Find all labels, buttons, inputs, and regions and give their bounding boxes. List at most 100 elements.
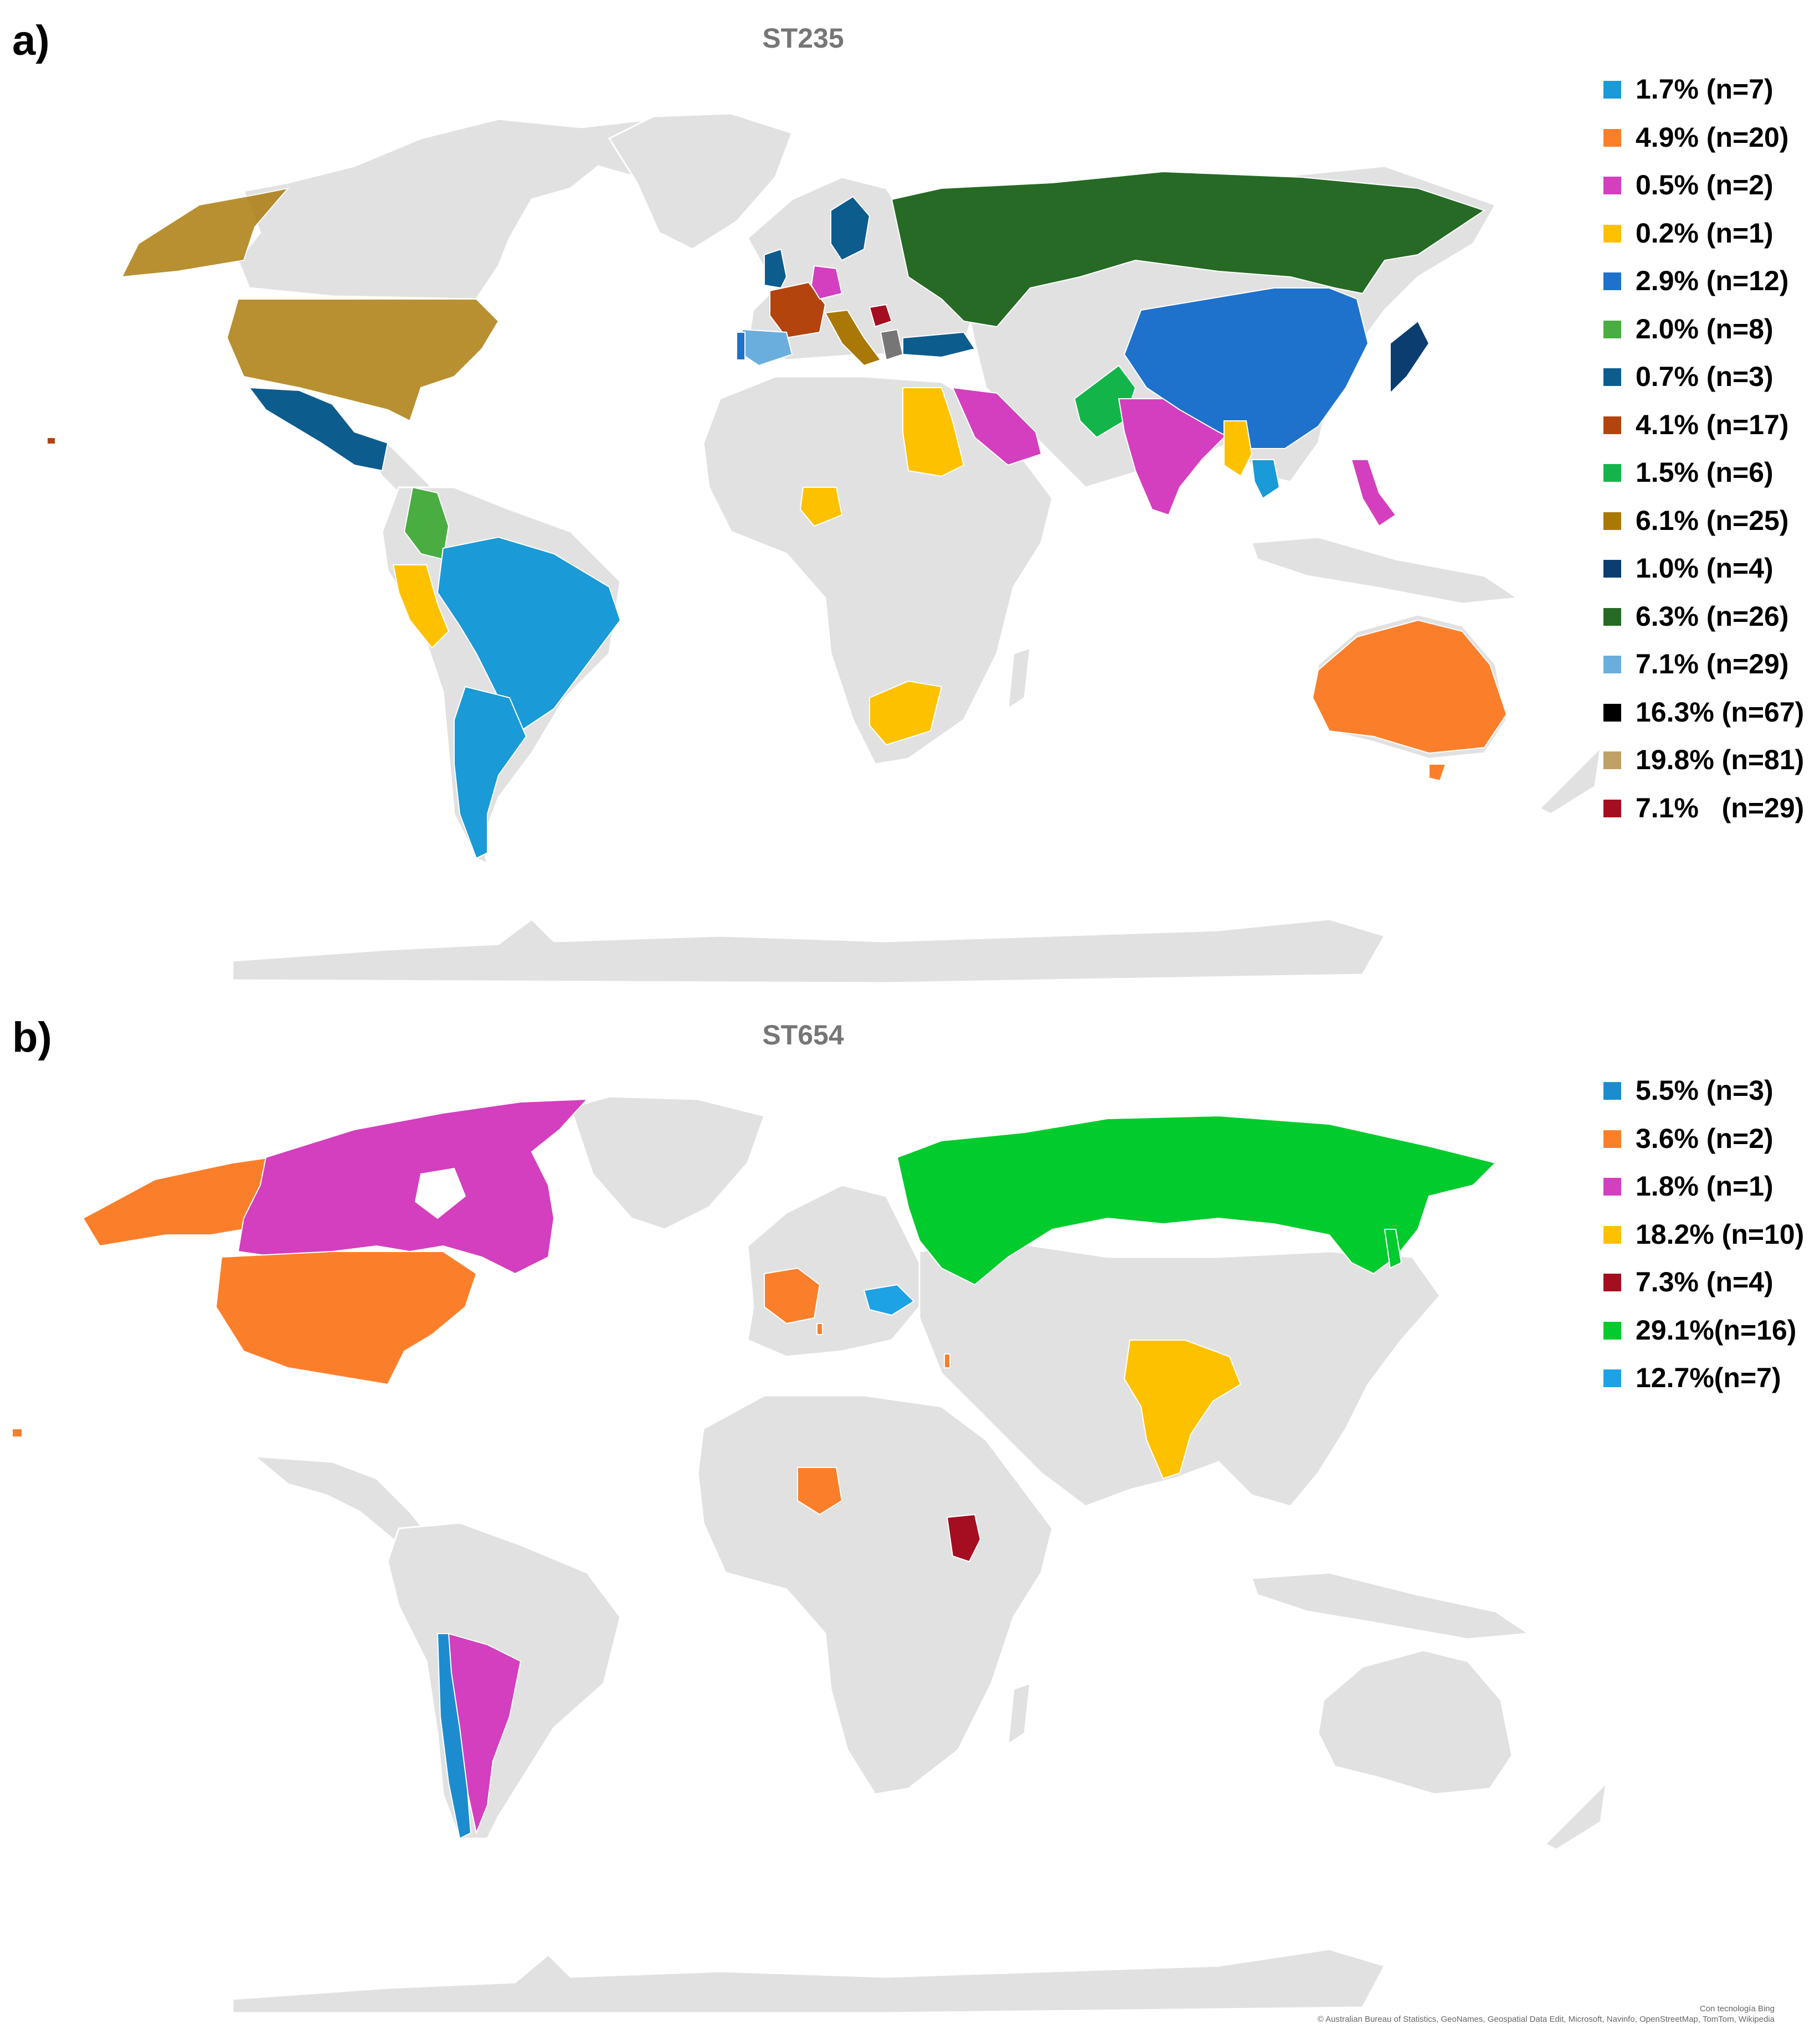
country-canada xyxy=(237,1098,589,1275)
australia-land xyxy=(1317,1649,1513,1795)
panel-letter-a: a) xyxy=(12,17,50,64)
country-russia xyxy=(891,171,1486,328)
legend-label: 4.9% (n=20) xyxy=(1636,121,1789,153)
country-turkey xyxy=(902,331,976,358)
antarctica-land xyxy=(232,1948,1386,2014)
country-saudi-arabia xyxy=(952,387,1042,466)
land-base xyxy=(232,1095,1608,2014)
legend-label: 19.8% (n=81) xyxy=(1636,744,1804,775)
legend-swatch xyxy=(1603,81,1621,99)
country-hawaii xyxy=(12,1428,23,1438)
legend-swatch xyxy=(1603,1369,1621,1387)
country-bulgaria xyxy=(863,1284,915,1316)
country-brazil xyxy=(436,536,621,732)
country-india xyxy=(1123,1340,1242,1480)
country-philippines xyxy=(1350,459,1397,527)
country-usa xyxy=(226,298,500,422)
legend-swatch xyxy=(1603,128,1621,147)
country-alaska xyxy=(121,187,290,278)
antarctica-land xyxy=(232,918,1386,984)
legend-swatch xyxy=(1603,177,1621,194)
legend-swatch xyxy=(1603,512,1621,530)
legend-label: 6.1% (n=25) xyxy=(1636,504,1789,536)
legend-label: 29.1%(n=16) xyxy=(1636,1314,1797,1346)
country-china xyxy=(1123,287,1369,449)
legend-label: 7.3% (n=4) xyxy=(1636,1266,1773,1297)
country-nigeria xyxy=(797,1467,843,1516)
country-thailand xyxy=(1251,459,1281,499)
country-spain xyxy=(742,328,793,367)
legend-swatch xyxy=(1603,607,1621,626)
legend-label: 0.5% (n=2) xyxy=(1636,169,1773,200)
indonesia-land xyxy=(1250,536,1520,605)
country-corsica xyxy=(816,1323,823,1335)
panel-title-b: ST654 xyxy=(762,1019,844,1050)
legend-swatch xyxy=(1603,464,1621,482)
legend-label: 1.0% (n=4) xyxy=(1636,553,1773,584)
attribution-bing: Con tecnología Bing xyxy=(1699,2004,1775,2013)
legend-swatch xyxy=(1603,320,1621,338)
panel-title-a: ST235 xyxy=(762,23,844,54)
country-portugal xyxy=(736,332,746,360)
country-scandinavia xyxy=(830,195,871,261)
legend-label: 1.7% (n=7) xyxy=(1636,74,1773,105)
legend-label: 4.1% (n=17) xyxy=(1636,409,1789,440)
country-argentina xyxy=(448,1632,522,1835)
legend-swatch xyxy=(1603,416,1621,434)
country-usa xyxy=(215,1251,477,1386)
greenland-land xyxy=(569,1095,765,1230)
legend-label: 16.3% (n=67) xyxy=(1636,696,1804,728)
world-map-st235 xyxy=(47,112,1602,984)
legend-swatch xyxy=(1603,703,1621,722)
legend-swatch xyxy=(1603,656,1621,673)
legend-swatch xyxy=(1603,1130,1621,1148)
country-peru xyxy=(392,564,450,649)
country-lebanon xyxy=(944,1353,950,1368)
country-nigeria xyxy=(799,487,843,527)
country-sakhalin xyxy=(1384,1229,1402,1269)
map-panel-a: a) ST235 1.7% (n=7) 4.9% (n=20) 0.5% (n=… xyxy=(0,0,1820,997)
country-germany xyxy=(810,265,843,300)
legend-swatch xyxy=(1603,1178,1621,1196)
legend-label: 7.1% (n=29) xyxy=(1636,792,1804,823)
madagascar-land xyxy=(1007,1682,1031,1747)
world-map-st654 xyxy=(12,1095,1608,2014)
legend-swatch xyxy=(1603,1082,1621,1100)
legend-label: 6.3% (n=26) xyxy=(1636,600,1789,632)
legend-swatch xyxy=(1603,1321,1621,1340)
country-russia xyxy=(896,1115,1497,1286)
new-zealand-land xyxy=(1538,745,1602,815)
legend-label: 3.6% (n=2) xyxy=(1636,1122,1773,1154)
legend-swatch xyxy=(1603,799,1621,817)
highlighted-countries xyxy=(12,1098,1497,1840)
country-serbia xyxy=(868,303,893,328)
country-egypt xyxy=(902,387,965,477)
legend-label: 0.7% (n=3) xyxy=(1636,361,1773,392)
legend-label: 2.9% (n=12) xyxy=(1636,265,1789,296)
europe-land xyxy=(747,1184,921,1358)
canada-land xyxy=(237,118,722,300)
legend-label: 2.0% (n=8) xyxy=(1636,313,1773,344)
legend-swatch xyxy=(1603,560,1621,578)
country-france xyxy=(764,1267,821,1325)
country-myanmar xyxy=(1223,420,1253,477)
indonesia-land xyxy=(1250,1572,1531,1640)
legend-label: 1.5% (n=6) xyxy=(1636,457,1773,488)
legend-swatch xyxy=(1603,368,1621,386)
country-hawaii xyxy=(47,437,56,445)
legend-label: 0.2% (n=1) xyxy=(1636,217,1773,249)
country-japan xyxy=(1390,320,1430,395)
country-south-africa xyxy=(869,680,943,746)
country-argentina xyxy=(454,686,527,859)
legend-swatch xyxy=(1603,1225,1621,1244)
attribution-sources: © Australian Bureau of Statistics, GeoNa… xyxy=(1317,2015,1775,2024)
country-australia xyxy=(1312,619,1508,754)
legend-label: 5.5% (n=3) xyxy=(1636,1075,1773,1106)
map-panel-b: b) ST654 5.5% (n=3) 3.6% (n=2) 1.8% (n=1… xyxy=(0,997,1820,2021)
legend-label: 7.1% (n=29) xyxy=(1636,648,1789,679)
legend-swatch xyxy=(1603,751,1621,769)
hudson-bay xyxy=(414,1167,466,1219)
new-zealand-land xyxy=(1544,1780,1608,1851)
country-italy xyxy=(824,309,882,367)
legend-swatch xyxy=(1603,1274,1621,1291)
